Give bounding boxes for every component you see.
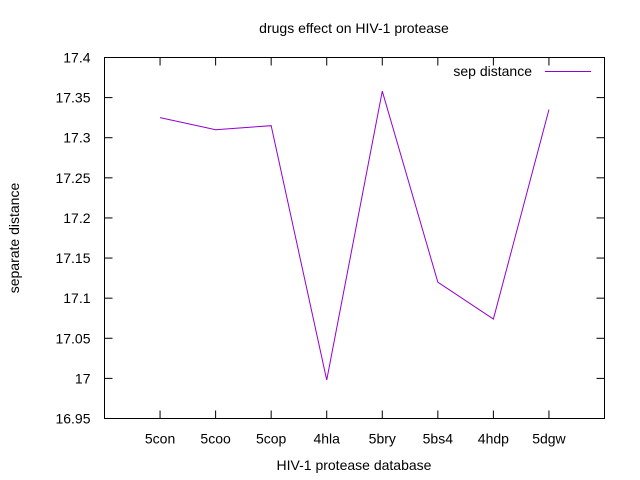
series-line	[159, 91, 550, 381]
x-tick-label: 5cop	[256, 431, 287, 447]
x-tick-label: 5bry	[369, 431, 396, 447]
legend-label: sep distance	[453, 63, 532, 79]
x-tick-label: 4hla	[313, 431, 340, 447]
y-tick-label: 17	[75, 370, 91, 386]
y-tick-label: 17.35	[55, 90, 90, 106]
x-axis-label: HIV-1 protease database	[277, 457, 432, 473]
y-axis-label: separate distance	[6, 183, 22, 294]
y-tick-label: 16.95	[55, 411, 90, 427]
x-tick-label: 5dgw	[532, 431, 566, 447]
x-tick-label: 5bs4	[423, 431, 454, 447]
y-tick-label: 17.15	[55, 250, 90, 266]
plot-frame	[104, 57, 605, 419]
legend: sep distance	[453, 63, 591, 79]
x-axis: 5con 5coo 5cop 4hla 5bry 5bs4 4hdp 5dgw	[145, 57, 567, 447]
y-tick-label: 17.3	[63, 130, 90, 146]
y-axis: 16.95 17 17.05 17.1 17.15 17.2 17.25 17.3 17.35 1…	[55, 50, 605, 427]
y-tick-label: 17.25	[55, 170, 90, 186]
x-tick-label: 4hdp	[478, 431, 509, 447]
y-tick-label: 17.4	[63, 50, 90, 66]
y-tick-label: 17.2	[63, 210, 90, 226]
y-tick-label: 17.1	[63, 290, 90, 306]
y-tick-label: 17.05	[55, 330, 90, 346]
x-tick-label: 5coo	[200, 431, 231, 447]
chart-title: drugs effect on HIV-1 protease	[259, 20, 449, 36]
series-layer	[159, 91, 550, 381]
x-tick-label: 5con	[145, 431, 175, 447]
